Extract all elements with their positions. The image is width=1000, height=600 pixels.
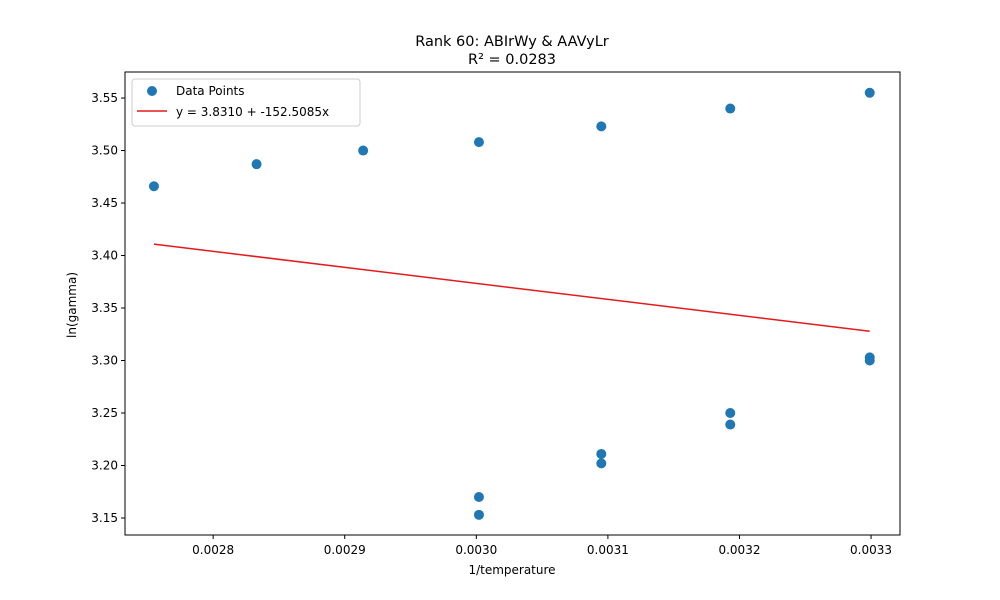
chart-title: Rank 60: ABIrWy & AAVyLr (415, 34, 609, 50)
plot-frame (124, 71, 901, 536)
x-tick-label: 0.0031 (587, 543, 629, 557)
x-tick-label: 0.0032 (718, 543, 760, 557)
y-tick-label: 3.40 (91, 249, 118, 263)
data-point (358, 145, 369, 156)
data-point (725, 408, 736, 419)
plot-marks (148, 87, 875, 520)
axis-ticks: 0.0028 0.0029 0.0030 0.0031 0.0032 0.0033 3.15… (91, 91, 892, 557)
x-tick-label: 0.0029 (324, 543, 366, 557)
y-tick-label: 3.15 (91, 511, 118, 525)
data-point (725, 103, 736, 114)
x-tick-label: 0.0028 (192, 543, 234, 557)
y-tick-label: 3.20 (91, 458, 118, 472)
data-point (251, 159, 262, 170)
fit-line (153, 243, 870, 332)
legend: Data Points y = 3.8310 + -152.5085x (131, 78, 361, 127)
y-tick-label: 3.45 (91, 196, 118, 210)
data-point (864, 87, 875, 98)
data-point (596, 458, 607, 469)
data-point (725, 419, 736, 430)
legend-label-data-points: Data Points (176, 84, 245, 98)
chart-subtitle: R² = 0.0283 (468, 52, 556, 68)
data-point (596, 448, 607, 459)
data-point (473, 137, 484, 148)
data-point (473, 491, 484, 502)
y-tick-label: 3.30 (91, 354, 118, 368)
legend-scatter-marker (147, 86, 157, 96)
y-axis-label: ln(gamma) (65, 272, 79, 338)
data-point (148, 181, 159, 192)
data-point (473, 509, 484, 520)
legend-box (131, 78, 361, 127)
y-tick-label: 3.35 (91, 301, 118, 315)
data-point (864, 355, 875, 366)
data-point (596, 121, 607, 132)
y-tick-label: 3.50 (91, 144, 118, 158)
x-tick-label: 0.0033 (850, 543, 892, 557)
y-tick-label: 3.55 (91, 91, 118, 105)
x-axis-label: 1/temperature (468, 563, 555, 577)
legend-label-fit-line: y = 3.8310 + -152.5085x (176, 105, 329, 119)
y-tick-label: 3.25 (91, 406, 118, 420)
x-tick-label: 0.0030 (455, 543, 497, 557)
